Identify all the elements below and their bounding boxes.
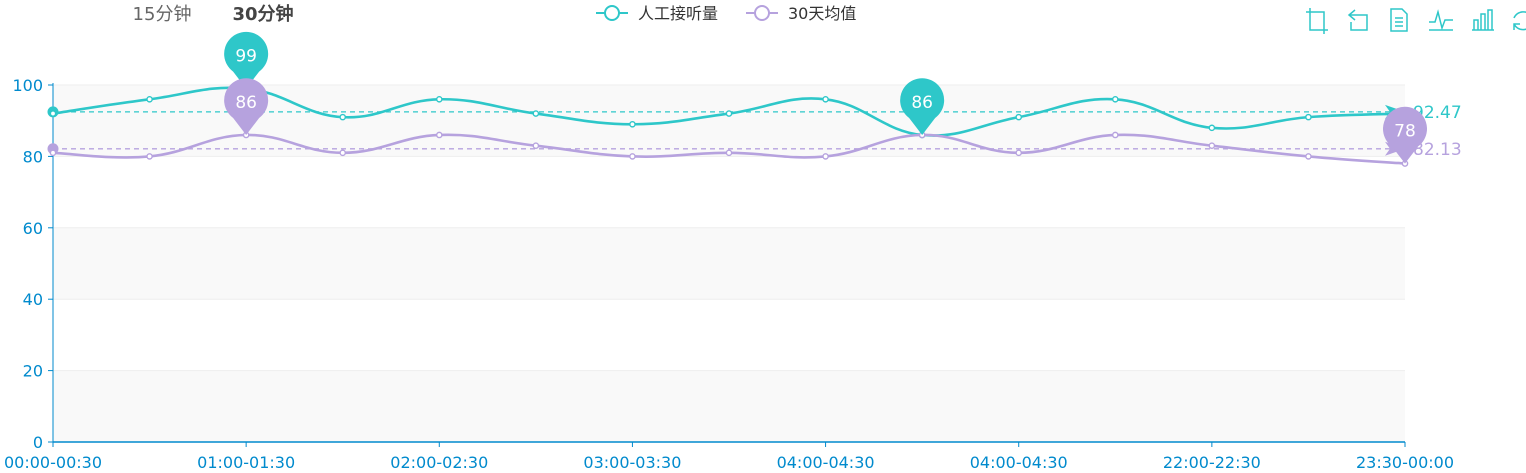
tab-30min[interactable]: 30分钟: [232, 3, 293, 25]
x-tick-label: 02:00-02:30: [390, 453, 488, 472]
pin-value-label: 86: [911, 93, 933, 113]
legend-marker-icon: [604, 5, 620, 21]
zoom-reset-icon[interactable]: [1345, 6, 1375, 36]
series-0-point[interactable]: [1015, 113, 1023, 121]
legend-marker-icon: [754, 5, 770, 21]
series-0-point[interactable]: [146, 95, 153, 103]
series-1-point[interactable]: [1111, 131, 1119, 139]
grid-band: [53, 227, 1405, 300]
pin-shape: [1383, 106, 1428, 164]
series-0-point[interactable]: [1305, 113, 1312, 121]
x-tick-label: 00:00-00:30: [4, 453, 102, 472]
series-0-point[interactable]: [339, 113, 347, 121]
icon-hit-area[interactable]: [1427, 6, 1457, 36]
bar-chart-icon[interactable]: [1468, 6, 1498, 36]
series-1-point[interactable]: [629, 153, 636, 160]
pin-shape: [900, 78, 945, 135]
series-1-point[interactable]: [1305, 153, 1312, 160]
icon-stroke: [1347, 9, 1368, 31]
series-0-min-pin: 86: [900, 78, 945, 135]
y-tick-label: 0: [33, 433, 43, 452]
legend-label: 人工接听量: [638, 4, 718, 23]
icon-hit-area[interactable]: [1509, 6, 1526, 36]
line-chart-icon[interactable]: [1427, 6, 1457, 36]
tab-15min[interactable]: 15分钟: [133, 4, 192, 25]
series-1-point[interactable]: [822, 153, 829, 160]
x-tick-label: 04:00-04:30: [970, 453, 1068, 472]
series-0-point[interactable]: [532, 110, 540, 117]
icon-stroke: [1513, 11, 1526, 31]
x-tick-label: 03:00-03:30: [583, 453, 681, 472]
series-1-point[interactable]: [435, 131, 443, 139]
x-tick-label: 01:00-01:30: [197, 453, 295, 472]
series-1-max-pin: 86: [224, 78, 269, 135]
series-1-point[interactable]: [1208, 142, 1216, 149]
series-0-point[interactable]: [1111, 95, 1119, 103]
icon-stroke: [1429, 9, 1453, 31]
series-0-point[interactable]: [725, 110, 733, 117]
series-1-point[interactable]: [146, 153, 153, 160]
series-0-point[interactable]: [1208, 124, 1216, 132]
series-0-point[interactable]: [822, 95, 829, 103]
x-tick-label: 23:30-00:00: [1356, 453, 1454, 472]
pin-value-label: 99: [235, 47, 257, 67]
series-1-average-label: 82.13: [1413, 140, 1462, 160]
series-0-max-pin: 99: [224, 31, 269, 89]
restore-icon[interactable]: [1509, 6, 1526, 36]
icon-stroke: [1472, 9, 1494, 31]
series-1-point[interactable]: [725, 149, 733, 157]
y-tick-label: 100: [12, 76, 43, 95]
series-1-point[interactable]: [49, 149, 57, 157]
x-tick-label: 04:00-04:30: [777, 453, 875, 472]
series-0-point[interactable]: [435, 95, 443, 103]
data-view-icon[interactable]: [1386, 6, 1416, 36]
pin-shape: [224, 78, 269, 135]
series-0-line: [52, 86, 1406, 137]
icon-hit-area[interactable]: [1345, 6, 1375, 36]
series-0-point[interactable]: [629, 120, 636, 128]
icon-stroke: [1390, 8, 1408, 32]
series-1-point[interactable]: [339, 149, 347, 157]
x-tick-label: 22:00-22:30: [1163, 453, 1261, 472]
legend-item-1[interactable]: 30天均值: [746, 4, 856, 23]
legend-label: 30天均值: [788, 4, 856, 23]
pin-value-label: 78: [1394, 122, 1416, 142]
series-0-average-label: 92.47: [1413, 103, 1462, 123]
zoom-area-icon[interactable]: [1304, 6, 1334, 36]
y-tick-label: 60: [23, 219, 43, 238]
pin-value-label: 86: [235, 93, 257, 113]
pin-shape: [224, 31, 269, 89]
grid-band: [53, 370, 1405, 442]
series-1-point[interactable]: [532, 142, 540, 149]
series-1-min-pin: 78: [1383, 106, 1428, 164]
series-1-point[interactable]: [1015, 149, 1023, 157]
icon-hit-area[interactable]: [1304, 6, 1334, 36]
icon-stroke: [1306, 8, 1328, 34]
y-tick-label: 80: [23, 147, 43, 166]
legend-item-0[interactable]: 人工接听量: [596, 4, 718, 23]
icon-hit-area[interactable]: [1468, 6, 1498, 36]
series-0-point[interactable]: [49, 110, 57, 117]
y-tick-label: 40: [23, 290, 43, 309]
y-tick-label: 20: [23, 362, 43, 381]
